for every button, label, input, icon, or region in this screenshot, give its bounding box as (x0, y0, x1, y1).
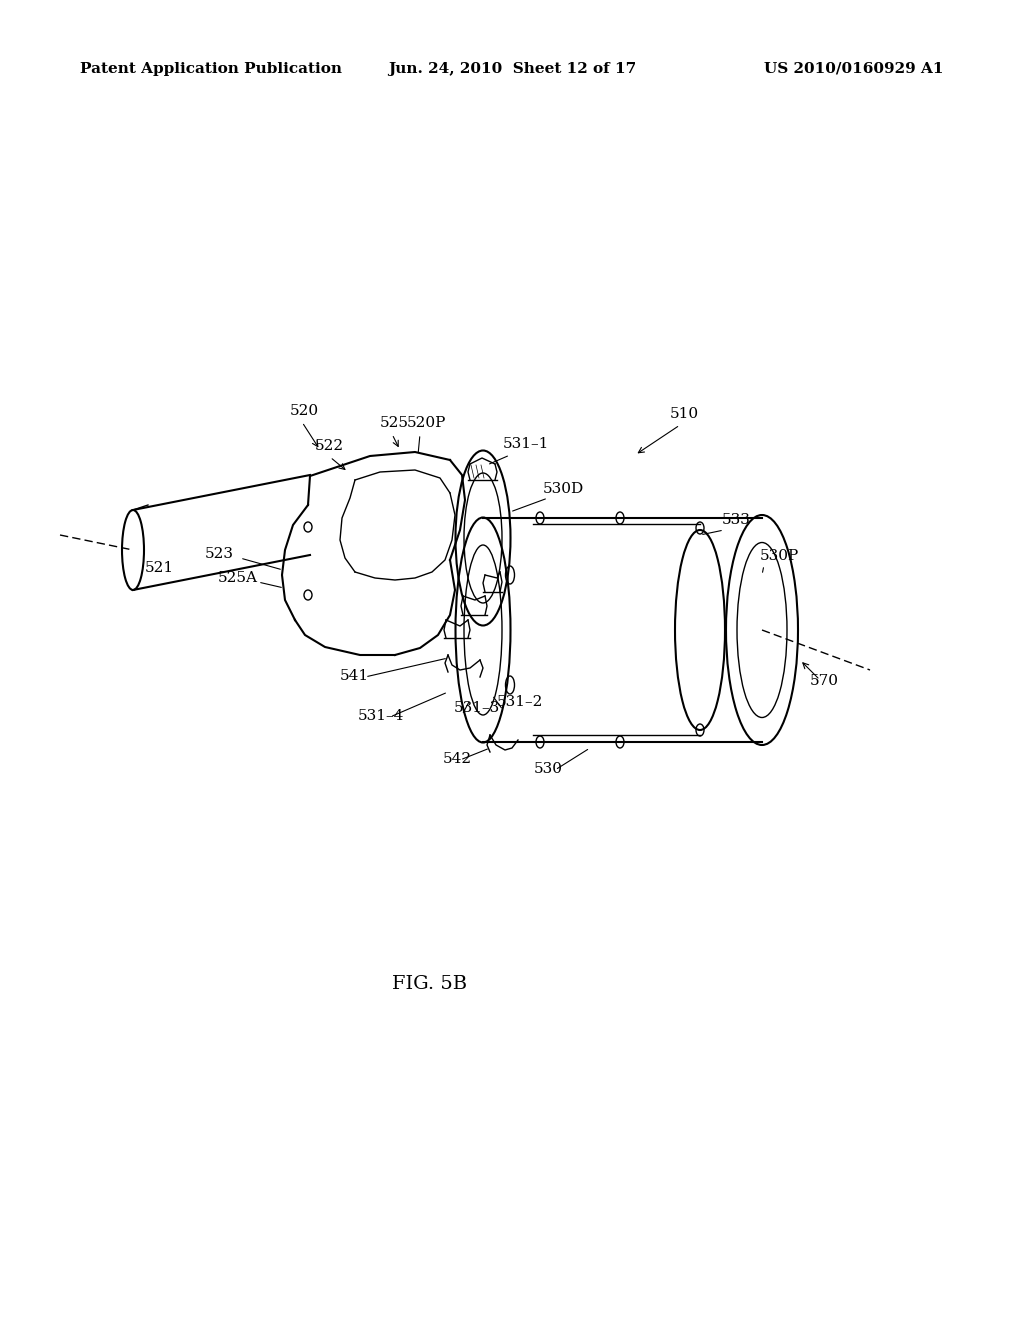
Text: Jun. 24, 2010  Sheet 12 of 17: Jun. 24, 2010 Sheet 12 of 17 (388, 62, 636, 77)
Text: 531–2: 531–2 (497, 696, 544, 709)
Text: US 2010/0160929 A1: US 2010/0160929 A1 (765, 62, 944, 77)
Text: 520: 520 (290, 404, 319, 418)
Text: 530P: 530P (760, 549, 800, 564)
Text: 541: 541 (340, 669, 369, 682)
Text: 521: 521 (145, 561, 174, 576)
Text: FIG. 5B: FIG. 5B (392, 975, 468, 993)
Text: 525: 525 (380, 416, 409, 430)
Text: 530: 530 (534, 762, 562, 776)
Text: 542: 542 (443, 752, 472, 766)
Text: 525A: 525A (218, 572, 258, 585)
Text: 520P: 520P (407, 416, 446, 430)
Text: 570: 570 (810, 675, 839, 688)
Text: 531–3: 531–3 (454, 701, 501, 715)
Text: 510: 510 (670, 407, 699, 421)
Text: 531–4: 531–4 (358, 709, 404, 723)
Text: Patent Application Publication: Patent Application Publication (80, 62, 342, 77)
Text: 522: 522 (315, 440, 344, 453)
Text: 531–1: 531–1 (503, 437, 549, 451)
Text: 523: 523 (205, 546, 234, 561)
Text: 533: 533 (722, 513, 751, 527)
Text: 530D: 530D (543, 482, 585, 496)
